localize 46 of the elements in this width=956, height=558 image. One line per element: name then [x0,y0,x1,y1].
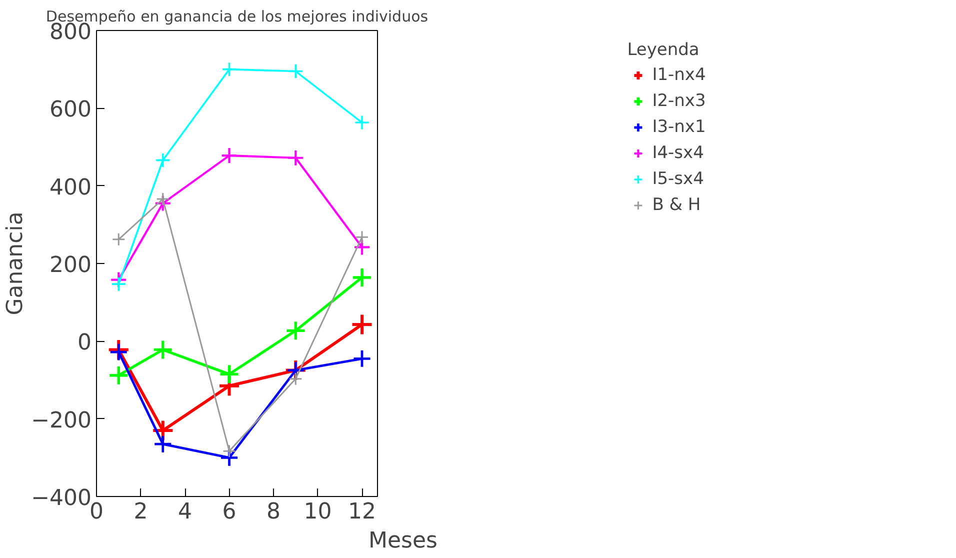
y-tick-label: 600 [50,98,92,123]
point [285,320,306,342]
point [288,372,302,386]
legend-label: I2-nx3 [652,91,706,111]
point [110,276,126,292]
y-axis-title: Ganancia [3,212,28,316]
point [152,339,174,360]
x-axis-title: Meses [368,528,438,554]
point [353,238,371,256]
y-tick-label: 400 [50,175,92,200]
point [108,364,129,386]
legend-label: B & H [652,195,701,215]
point [218,364,240,385]
chart-title: Desempeño en ganancia de los mejores individuos [46,8,428,26]
point [352,349,372,368]
x-tick-label: 4 [178,500,192,524]
point [220,448,239,468]
x-tick-label: 12 [348,500,376,524]
point [355,230,369,244]
point [155,152,171,168]
x-tick-label: 10 [304,500,332,524]
point [109,342,128,362]
x-tick-label: 2 [134,500,148,524]
point [352,267,372,288]
point [153,434,172,454]
legend-label: I4-sx4 [652,143,704,163]
point [220,146,238,164]
legend-label: I3-nx1 [652,117,706,137]
y-tick-label: 0 [78,330,92,356]
x-tick-label: 6 [222,500,236,524]
point [154,194,172,212]
point [222,62,237,77]
y-tick-label: −400 [31,486,92,511]
legend-label: I1-nx4 [652,65,706,85]
point [287,149,304,166]
legend-label: I5-sx4 [652,169,704,189]
y-tick-label: 200 [50,253,92,278]
point [112,232,126,246]
point [288,64,304,79]
point [156,192,170,206]
legend-title: Leyenda [627,40,700,60]
point [222,444,236,458]
point [354,114,370,130]
point [350,313,374,336]
y-tick-label: −200 [31,408,92,434]
x-tick-label: 8 [266,500,281,524]
